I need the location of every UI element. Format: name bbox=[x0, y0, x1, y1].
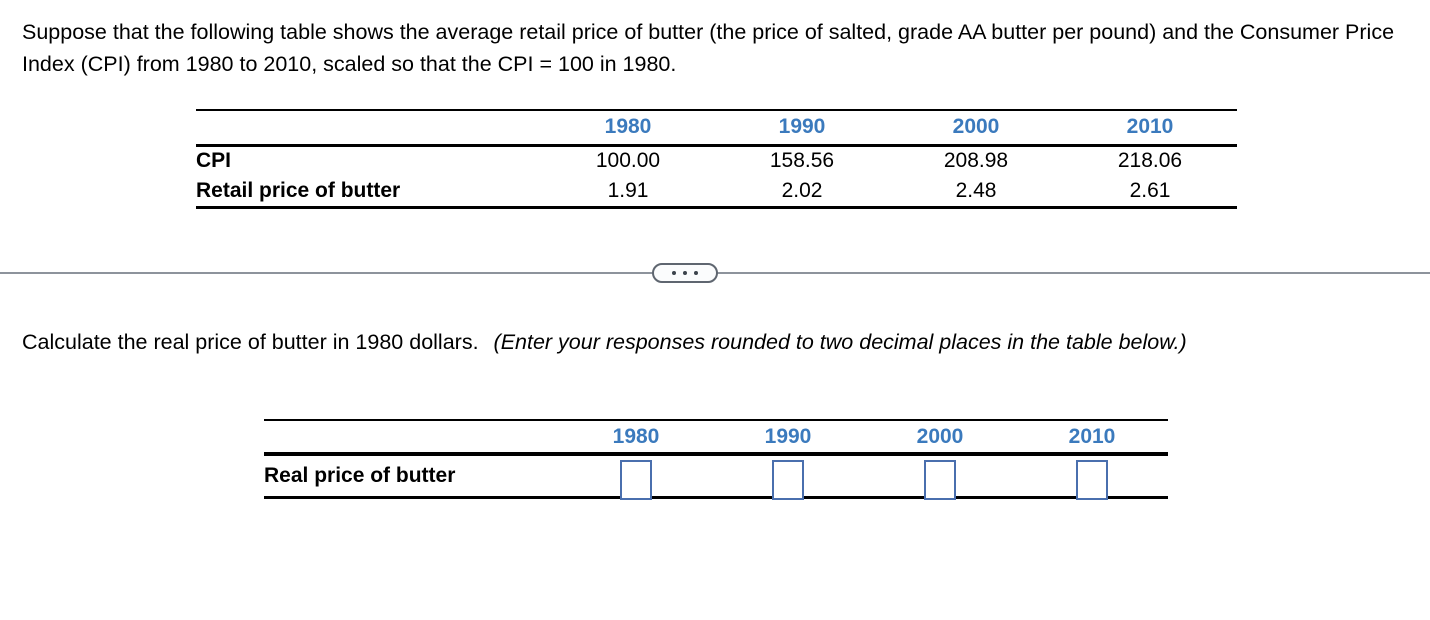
answer-table-header-row: 1980 1990 2000 2010 bbox=[264, 420, 1168, 456]
ellipsis-icon bbox=[672, 271, 676, 275]
cpi-table: 1980 1990 2000 2010 CPI 100.00 158.56 20… bbox=[196, 109, 1237, 209]
real-price-input-2000[interactable] bbox=[924, 460, 956, 500]
divider-ellipsis-button[interactable] bbox=[652, 263, 718, 283]
intro-paragraph: Suppose that the following table shows t… bbox=[22, 20, 1395, 76]
real-price-input-1990[interactable] bbox=[772, 460, 804, 500]
year-header-2010: 2010 bbox=[1063, 110, 1237, 147]
real-price-input-1980[interactable] bbox=[620, 460, 652, 500]
cpi-value-1980: 100.00 bbox=[595, 149, 661, 173]
ellipsis-icon bbox=[683, 271, 687, 275]
real-price-row: Real price of butter bbox=[264, 454, 1168, 500]
question-paragraph: Calculate the real price of butter in 19… bbox=[22, 326, 1314, 358]
row-label-retail-price: Retail price of butter bbox=[196, 178, 401, 202]
answer-table: 1980 1990 2000 2010 Real price of butter bbox=[264, 419, 1168, 500]
ellipsis-icon bbox=[694, 271, 698, 275]
question-prompt: Calculate the real price of butter in 19… bbox=[22, 330, 479, 354]
real-price-input-2010[interactable] bbox=[1076, 460, 1108, 500]
cpi-value-2000: 208.98 bbox=[943, 149, 1009, 173]
retail-price-value-2000: 2.48 bbox=[955, 178, 997, 202]
year-header-1980: 1980 bbox=[541, 110, 715, 147]
answer-year-header-2000: 2000 bbox=[864, 420, 1016, 456]
cpi-table-header-row: 1980 1990 2000 2010 bbox=[196, 110, 1237, 147]
answer-year-header-1980: 1980 bbox=[560, 420, 712, 456]
year-header-2000: 2000 bbox=[889, 110, 1063, 147]
answer-year-header-1990: 1990 bbox=[712, 420, 864, 456]
cpi-row: CPI 100.00 158.56 208.98 218.06 bbox=[196, 145, 1237, 176]
corner-cell bbox=[264, 420, 560, 456]
corner-cell bbox=[196, 110, 541, 147]
section-divider bbox=[0, 262, 1430, 284]
answer-year-header-2010: 2010 bbox=[1016, 420, 1168, 456]
cpi-value-1990: 158.56 bbox=[769, 149, 835, 173]
year-header-1990: 1990 bbox=[715, 110, 889, 147]
question-instruction: (Enter your responses rounded to two dec… bbox=[493, 330, 1187, 354]
row-label-cpi: CPI bbox=[196, 149, 232, 173]
retail-price-value-1980: 1.91 bbox=[607, 178, 649, 202]
retail-price-value-1990: 2.02 bbox=[781, 178, 823, 202]
cpi-value-2010: 218.06 bbox=[1117, 149, 1183, 173]
retail-price-row: Retail price of butter 1.91 2.02 2.48 2.… bbox=[196, 176, 1237, 207]
row-label-real-price: Real price of butter bbox=[264, 464, 456, 487]
retail-price-value-2010: 2.61 bbox=[1129, 178, 1171, 202]
